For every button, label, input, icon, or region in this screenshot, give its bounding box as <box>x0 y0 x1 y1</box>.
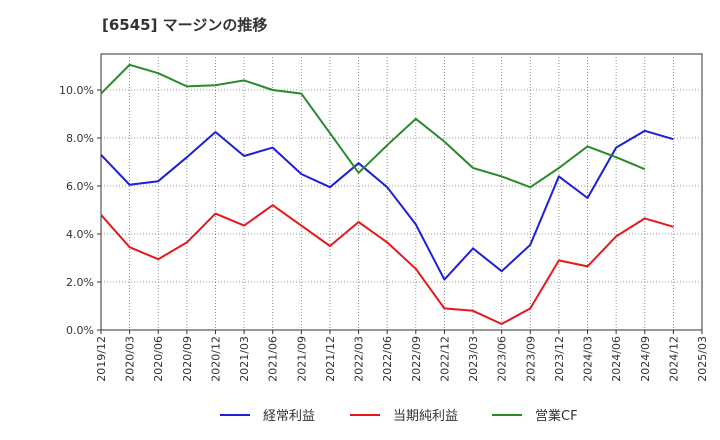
x-tick-label: 2019/12 <box>95 336 108 382</box>
x-axis-ticks: 2019/12 2020/03 2020/06 2020/09 2020/12 2021/… <box>95 330 709 382</box>
x-tick-label: 2021/09 <box>295 336 308 382</box>
x-tick-label: 2022/03 <box>353 336 366 382</box>
x-tick-label: 2020/09 <box>181 336 194 382</box>
series-line-1 <box>100 129 674 281</box>
y-tick-label: 8.0% <box>66 132 94 145</box>
x-tick-label: 2021/06 <box>267 336 280 382</box>
x-tick-label: 2024/09 <box>639 336 652 382</box>
legend: 経常利益 当期純利益 営業CF <box>220 408 578 424</box>
series-line-2 <box>100 204 674 325</box>
y-tick-label: 2.0% <box>66 276 94 289</box>
legend-label: 当期純利益 <box>393 409 458 424</box>
x-tick-label: 2023/03 <box>467 336 480 382</box>
y-tick-label: 6.0% <box>66 180 94 193</box>
x-tick-label: 2023/06 <box>496 336 509 382</box>
x-tick-label: 2025/03 <box>696 336 709 382</box>
x-tick-label: 2021/03 <box>238 336 251 382</box>
series-line-3 <box>100 63 646 189</box>
x-tick-label: 2023/12 <box>553 336 566 382</box>
x-tick-label: 2022/06 <box>381 336 394 382</box>
legend-label: 営業CF <box>535 408 578 424</box>
y-tick-label: 0.0% <box>66 324 94 337</box>
x-tick-label: 2020/06 <box>152 336 165 382</box>
x-tick-label: 2020/03 <box>124 336 137 382</box>
grid-lines <box>101 54 702 330</box>
plot-area <box>100 53 703 331</box>
x-tick-label: 2022/09 <box>410 336 423 382</box>
y-axis-ticks: 0.0% 2.0% 4.0% 6.0% 8.0% 10.0% <box>59 84 101 337</box>
x-tick-label: 2024/12 <box>667 336 680 382</box>
x-tick-label: 2024/06 <box>610 336 623 382</box>
x-tick-label: 2023/09 <box>524 336 537 382</box>
chart-title: [6545] マージンの推移 <box>102 16 268 34</box>
legend-label: 経常利益 <box>263 409 315 424</box>
y-tick-label: 10.0% <box>59 84 94 97</box>
x-tick-label: 2024/03 <box>582 336 595 382</box>
y-tick-label: 4.0% <box>66 228 94 241</box>
x-tick-label: 2021/12 <box>324 336 337 382</box>
x-tick-label: 2022/12 <box>438 336 451 382</box>
series-lines <box>100 63 674 325</box>
x-tick-label: 2020/12 <box>209 336 222 382</box>
